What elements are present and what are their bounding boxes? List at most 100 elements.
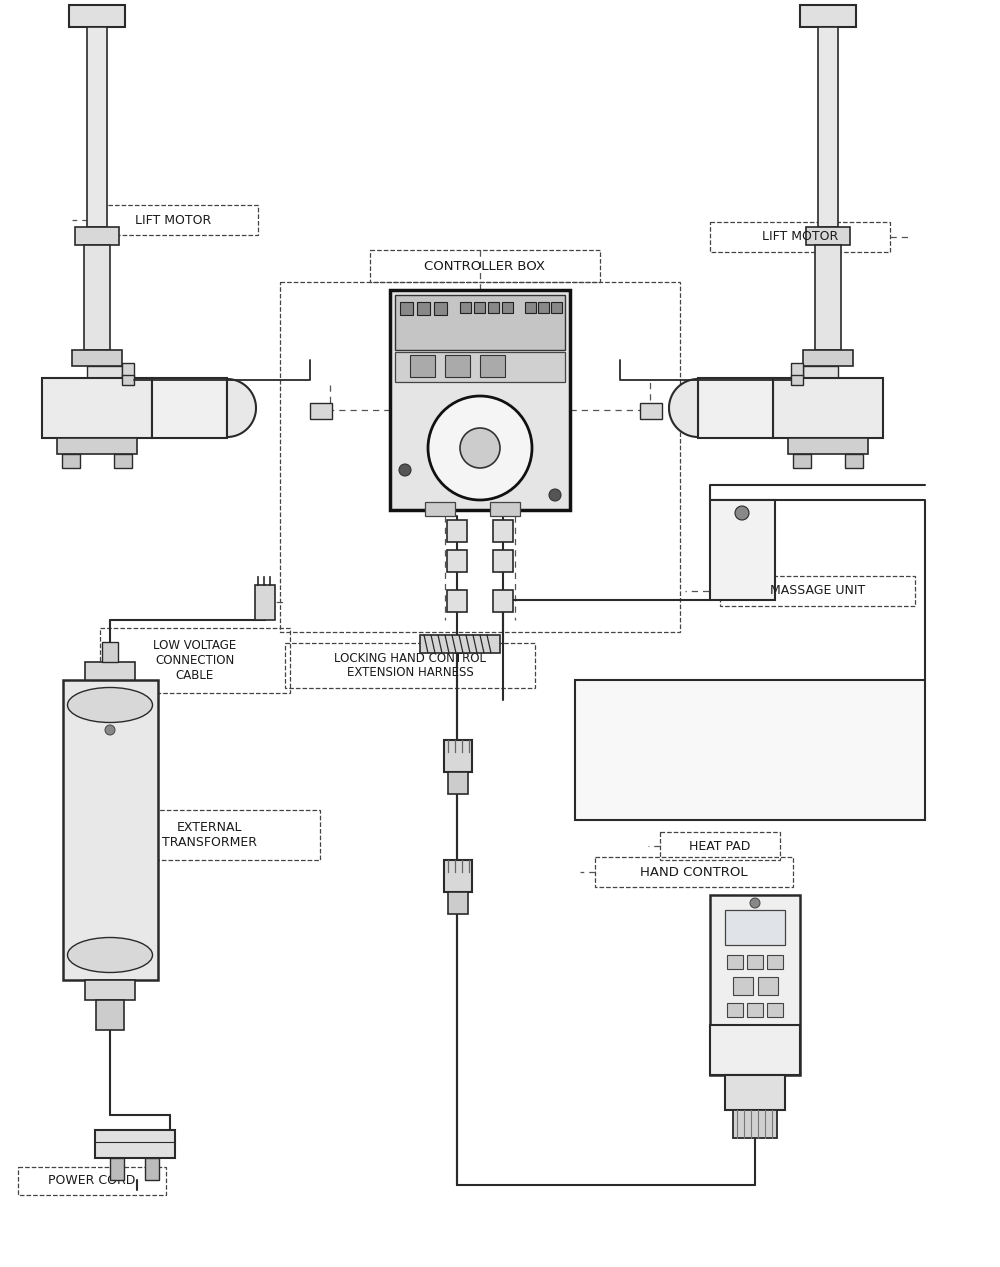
Bar — [758, 977, 778, 995]
Bar — [447, 519, 467, 542]
Bar — [114, 454, 132, 468]
Bar — [710, 500, 775, 601]
Bar — [660, 832, 780, 860]
Circle shape — [735, 506, 749, 519]
Bar — [747, 955, 763, 969]
Bar — [395, 352, 565, 381]
Bar — [788, 438, 868, 454]
Bar — [72, 350, 122, 366]
Bar — [710, 1025, 800, 1074]
Bar — [88, 205, 258, 234]
Bar — [447, 590, 467, 612]
Text: HEAT PAD: HEAT PAD — [689, 840, 751, 853]
Text: LIFT MOTOR: LIFT MOTOR — [135, 214, 211, 227]
Bar — [793, 454, 811, 468]
Bar — [85, 979, 135, 1000]
Bar — [18, 1167, 166, 1195]
Bar — [122, 375, 134, 385]
Bar — [460, 302, 471, 313]
Bar — [390, 290, 570, 511]
Text: CONTROLLER BOX: CONTROLLER BOX — [424, 260, 546, 272]
Bar — [42, 378, 152, 438]
Bar — [62, 454, 80, 468]
Text: LOW VOLTAGE
CONNECTION
CABLE: LOW VOLTAGE CONNECTION CABLE — [153, 639, 237, 682]
Bar — [803, 366, 838, 378]
Bar — [87, 27, 107, 227]
Bar — [733, 1110, 777, 1138]
Bar — [640, 403, 662, 419]
Bar — [285, 642, 535, 688]
Bar — [791, 375, 803, 385]
Polygon shape — [669, 379, 698, 437]
Bar — [85, 661, 135, 682]
Bar — [100, 810, 320, 860]
Bar — [791, 364, 803, 381]
Bar — [100, 628, 290, 693]
Bar — [448, 892, 468, 914]
Bar — [102, 642, 118, 661]
Bar — [96, 1000, 124, 1030]
Bar — [800, 5, 856, 27]
Polygon shape — [227, 379, 256, 437]
Bar — [502, 302, 513, 313]
Bar — [710, 222, 890, 252]
Text: HAND CONTROL: HAND CONTROL — [640, 865, 748, 878]
Bar — [434, 302, 447, 315]
Circle shape — [460, 428, 500, 468]
Text: POWER CORD: POWER CORD — [48, 1175, 136, 1187]
Bar — [525, 302, 536, 313]
Bar — [590, 696, 910, 805]
Ellipse shape — [68, 938, 152, 973]
Bar — [845, 454, 863, 468]
Text: MASSAGE UNIT: MASSAGE UNIT — [770, 584, 865, 598]
Circle shape — [428, 397, 532, 500]
Bar — [255, 585, 275, 620]
Bar — [818, 27, 838, 227]
Bar — [725, 910, 785, 945]
Bar — [445, 355, 470, 378]
Bar — [727, 955, 743, 969]
Bar — [747, 1003, 763, 1017]
Bar — [425, 502, 455, 516]
Bar — [493, 519, 513, 542]
Bar — [727, 1003, 743, 1017]
Bar — [447, 550, 467, 571]
Bar — [448, 772, 468, 794]
Circle shape — [549, 489, 561, 500]
Bar — [110, 1158, 124, 1180]
Bar — [493, 590, 513, 612]
Bar — [370, 250, 600, 283]
Bar — [490, 502, 520, 516]
Bar — [152, 378, 227, 438]
Circle shape — [750, 898, 760, 908]
Bar — [417, 302, 430, 315]
Bar — [420, 635, 500, 653]
Bar — [725, 1074, 785, 1110]
Bar — [410, 355, 435, 378]
Circle shape — [105, 725, 115, 735]
Text: EXTERNAL
TRANSFORMER: EXTERNAL TRANSFORMER — [162, 821, 258, 849]
Bar — [310, 403, 332, 419]
Bar — [803, 350, 853, 366]
Bar — [145, 1158, 159, 1180]
Bar — [710, 895, 800, 1074]
Bar — [63, 680, 158, 979]
Bar — [122, 364, 134, 381]
Bar — [444, 860, 472, 892]
Ellipse shape — [68, 688, 152, 722]
Bar — [69, 5, 125, 27]
Bar — [538, 302, 549, 313]
Bar — [575, 680, 925, 820]
Bar — [400, 302, 413, 315]
Bar — [773, 378, 883, 438]
Bar — [551, 302, 562, 313]
Bar — [493, 550, 513, 571]
Bar — [767, 1003, 783, 1017]
Circle shape — [399, 464, 411, 476]
Bar — [87, 366, 122, 378]
Bar — [767, 955, 783, 969]
Bar — [474, 302, 485, 313]
Bar — [84, 245, 110, 350]
Bar — [698, 378, 773, 438]
Bar — [480, 355, 505, 378]
